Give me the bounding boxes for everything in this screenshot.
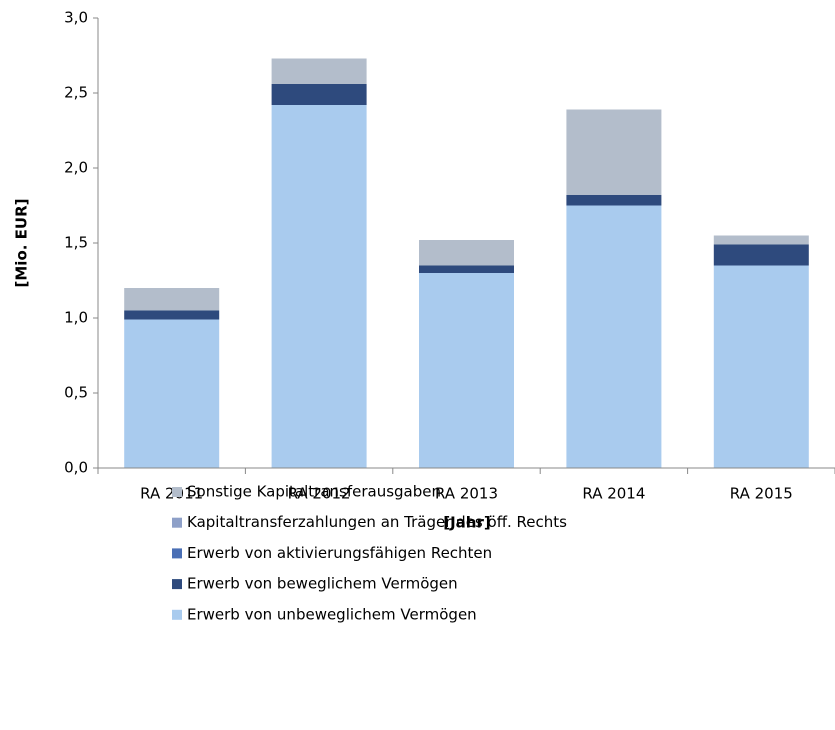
bar-segment (419, 265, 514, 273)
bar-segment (271, 105, 367, 468)
bar-segment (566, 195, 662, 206)
y-tick-label: 1,5 (64, 234, 88, 252)
bar-segment (713, 265, 809, 468)
bar-segment (419, 273, 514, 468)
bar-segment (124, 310, 220, 320)
legend-swatch (172, 517, 182, 528)
y-tick-label: 0,0 (64, 459, 88, 477)
x-tick-label: RA 2013 (435, 485, 498, 503)
legend-swatch (172, 548, 182, 559)
legend-label: Erwerb von aktivierungsfähigen Rechten (187, 544, 492, 562)
bar-segment (566, 109, 662, 195)
bar-segment (566, 205, 662, 468)
legend-swatch (172, 487, 182, 497)
legend-label: Erwerb von unbeweglichem Vermögen (187, 605, 477, 623)
bar-segment (271, 58, 367, 84)
legend-swatch (172, 579, 182, 590)
x-tick-label: RA 2011 (140, 485, 203, 503)
y-tick-label: 0,5 (64, 384, 88, 402)
bar-segment (419, 240, 514, 266)
y-tick-label: 1,0 (64, 309, 88, 327)
y-tick-label: 3,0 (64, 9, 88, 27)
bar-segment (713, 244, 809, 266)
x-tick-label: RA 2015 (730, 485, 793, 503)
y-tick-label: 2,0 (64, 159, 88, 177)
legend-label: Sonstige Kapitaltransferausgaben (187, 483, 441, 501)
bar-segment (271, 84, 367, 105)
x-tick-label: RA 2012 (288, 485, 351, 503)
bar-segment (713, 235, 809, 245)
legend-label: Kapitaltransferzahlungen an Träger des ö… (187, 513, 567, 531)
bar-segment (124, 288, 220, 311)
legend-swatch (172, 609, 182, 620)
y-tick-label: 2,5 (64, 84, 88, 102)
legend-label: Erwerb von beweglichem Vermögen (187, 575, 458, 593)
x-tick-label: RA 2014 (582, 485, 645, 503)
x-axis-label: [Jahr] (443, 514, 491, 532)
bar-segment (124, 319, 220, 468)
y-axis-label: [Mio. EUR] (13, 199, 31, 288)
